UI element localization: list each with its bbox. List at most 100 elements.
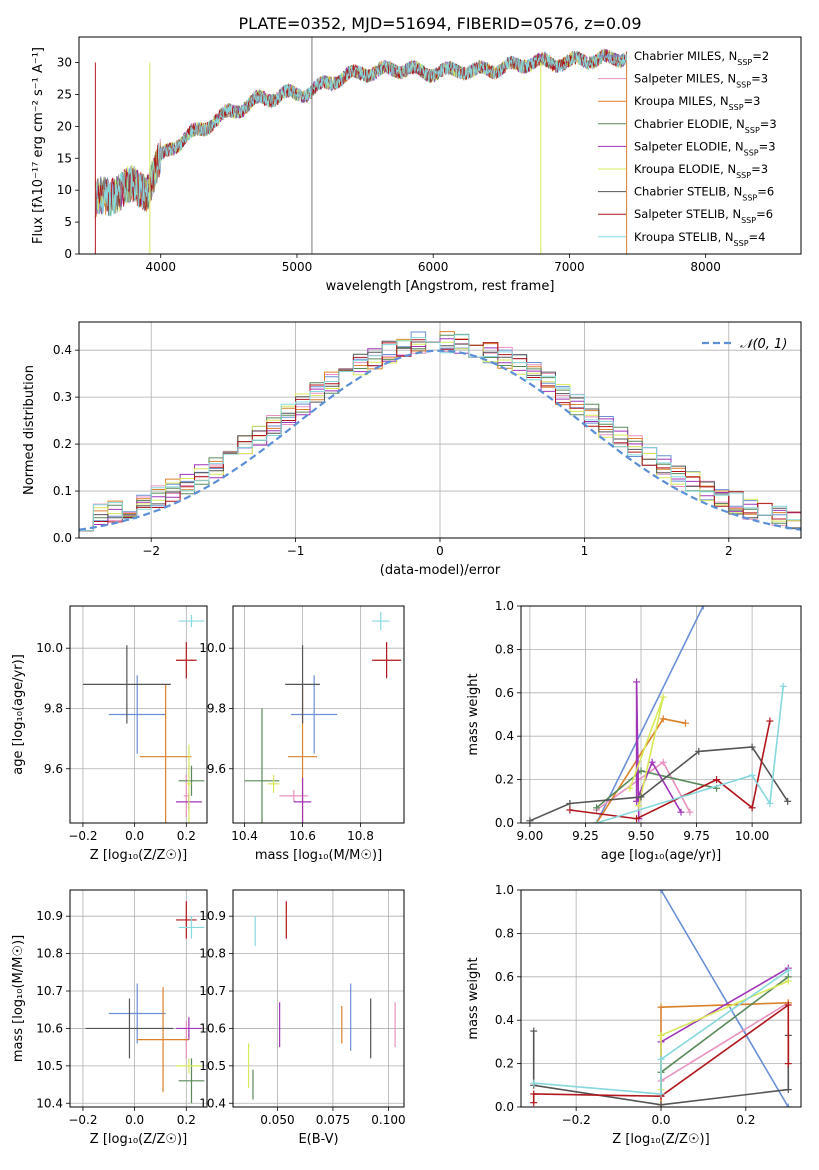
y-tick-label: 0.3 [53, 390, 72, 404]
x-axis-label: mass [log₁₀(M/M☉)] [255, 848, 382, 863]
x-tick-label: 0.050 [260, 1113, 294, 1127]
y-tick-label: 10.9 [199, 909, 226, 923]
weight-line [660, 976, 789, 1073]
y-tick-label: 10.5 [199, 1059, 226, 1073]
x-tick-label: 8000 [690, 260, 721, 274]
plot-area [247, 901, 396, 1100]
legend-entry: Kroupa STELIB, NSSP=4 [634, 230, 765, 248]
legend-entry: 𝒩(0, 1) [740, 337, 787, 352]
axes-frame [78, 321, 802, 539]
weight-line [660, 890, 789, 1107]
x-tick-label: 9.00 [517, 829, 544, 843]
y-tick-label: 0.8 [495, 926, 514, 940]
weight-line [629, 696, 664, 806]
x-tick-label: −2 [142, 544, 160, 558]
plot-area [244, 612, 402, 823]
plot-area [82, 615, 205, 823]
x-tick-label: 0.0 [125, 1113, 144, 1127]
axes-frame [69, 889, 208, 1108]
x-tick-label: 2 [725, 544, 733, 558]
y-tick-label: 10.8 [199, 947, 226, 961]
y-tick-label: 0.2 [495, 773, 514, 787]
y-axis-label: age [log₁₀(age/yr)] [11, 654, 26, 775]
y-tick-label: 0.0 [495, 1100, 514, 1114]
y-tick-label: 0.4 [53, 343, 72, 357]
legend-entry: Chabrier ELODIE, NSSP=3 [634, 117, 777, 135]
x-axis-label: (data-model)/error [380, 563, 501, 578]
y-axis-label: Flux [fλ10⁻¹⁷ erg cm⁻² s⁻¹ A⁻¹] [31, 47, 46, 244]
axes-frame [232, 889, 405, 1108]
legend-entry: Salpeter MILES, NSSP=3 [634, 72, 768, 90]
y-tick-label: 10.4 [36, 1096, 63, 1110]
axes-frame [78, 36, 802, 255]
panel-spectrum: 4000 5000 6000 7000 8000 0 5 10 15 20 25 30 waveleng… [31, 36, 802, 294]
x-tick-label: 7000 [554, 260, 585, 274]
y-axis-label: mass weight [466, 957, 481, 1039]
y-tick-label: 9.8 [207, 701, 226, 715]
weight-line [596, 686, 784, 823]
x-tick-label: 10.00 [735, 829, 769, 843]
x-tick-label: 0.2 [177, 829, 196, 843]
x-tick-label: 0.100 [371, 1113, 405, 1127]
y-tick-label: 1.0 [495, 883, 514, 897]
y-tick-label: 0.4 [495, 729, 514, 743]
x-tick-label: −0.2 [68, 1113, 97, 1127]
y-tick-label: 10.4 [199, 1096, 226, 1110]
x-tick-label: 0.075 [316, 1113, 350, 1127]
x-axis-label: wavelength [Angstrom, rest frame] [326, 279, 555, 294]
y-tick-label: 0.8 [495, 642, 514, 656]
y-axis-label: mass weight [466, 673, 481, 755]
panel-mass-vs-Z: −0.2 0.0 0.2 10.4 10.5 10.6 10.7 10.8 10.9 Z [log… [11, 889, 208, 1147]
weight-line [529, 746, 789, 822]
y-tick-label: 0.6 [495, 686, 514, 700]
normal-curve [79, 349, 801, 531]
weight-line [660, 967, 789, 1097]
y-tick-label: 9.8 [44, 701, 63, 715]
y-tick-label: 10.8 [36, 947, 63, 961]
plot-area [530, 890, 792, 1107]
x-axis-label: E(B-V) [298, 1132, 338, 1147]
y-tick-label: 0.6 [495, 970, 514, 984]
y-tick-label: 10.6 [199, 1021, 226, 1035]
legend-entry: Salpeter ELODIE, NSSP=3 [634, 139, 776, 157]
x-tick-label: 0.0 [125, 829, 144, 843]
y-tick-label: 25 [57, 87, 72, 101]
x-tick-label: 0.2 [177, 1113, 196, 1127]
legend-entry: Chabrier STELIB, NSSP=6 [634, 185, 774, 203]
weight-line [596, 770, 717, 809]
histogram-kroupa-stelib [79, 334, 801, 538]
plot-area [79, 331, 801, 538]
legend-entry: Kroupa MILES, NSSP=3 [634, 94, 760, 112]
panel-weight-vs-age: 9.00 9.25 9.50 9.75 10.00 0.0 0.2 0.4 0.6 0.8 1.0 a… [466, 599, 802, 863]
y-tick-label: 10.0 [36, 641, 63, 655]
axes-frame [232, 605, 405, 824]
x-tick-label: −1 [287, 544, 305, 558]
x-tick-label: −0.2 [68, 829, 97, 843]
panel-weight-vs-Z: −0.2 0.0 0.2 0.0 0.2 0.4 0.6 0.8 1.0 Z [log₁₀(Z/Z… [466, 883, 802, 1147]
x-tick-label: 0.0 [651, 1113, 670, 1127]
x-tick-label: 10.8 [347, 829, 374, 843]
x-tick-label: 4000 [145, 260, 176, 274]
x-axis-label: Z [log₁₀(Z/Z☉)] [90, 848, 187, 863]
y-tick-label: 10.5 [36, 1059, 63, 1073]
x-tick-label: −0.2 [562, 1113, 591, 1127]
x-tick-label: 10.6 [289, 829, 316, 843]
y-tick-label: 30 [57, 56, 72, 70]
x-tick-label: 0 [436, 544, 444, 558]
x-axis-label: Z [log₁₀(Z/Z☉)] [90, 1132, 187, 1147]
y-axis-label: mass [log₁₀(M/M☉)] [11, 935, 26, 1062]
y-axis-label: Normed distribution [22, 365, 37, 495]
y-tick-label: 10.6 [36, 1021, 63, 1035]
y-tick-label: 10.7 [199, 984, 226, 998]
spectrum-legend: Chabrier MILES, NSSP=2 Salpeter MILES, NS… [598, 49, 777, 247]
x-tick-label: 9.75 [683, 829, 710, 843]
y-tick-label: 9.6 [44, 762, 63, 776]
spectrum-line [94, 50, 627, 218]
plot-area [94, 37, 628, 254]
y-tick-label: 0 [64, 247, 72, 261]
weight-line [660, 1002, 789, 1094]
weight-line [595, 606, 704, 823]
y-tick-label: 0.2 [495, 1057, 514, 1071]
axes-frame [520, 889, 802, 1108]
